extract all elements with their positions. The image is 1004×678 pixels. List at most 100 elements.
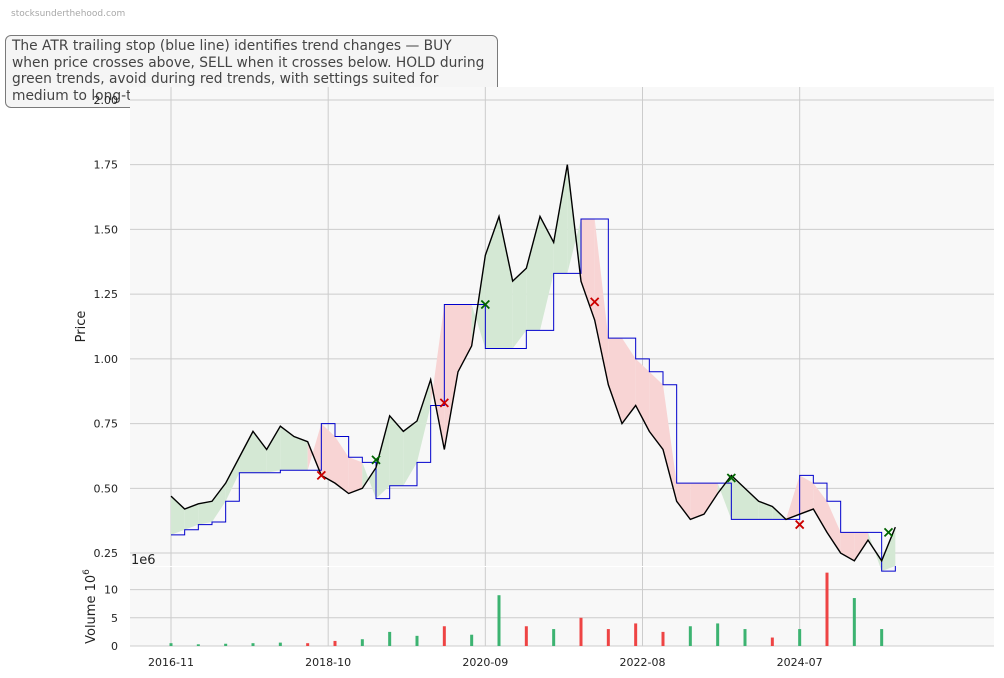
volume-bar [388,631,392,646]
bear-fill-segment [840,532,855,561]
bull-fill-segment [540,216,554,331]
x-tick-label: 2024-07 [777,656,823,669]
bull-fill-segment [717,475,732,520]
sell-signal-marker [316,470,326,481]
volume-bar [716,623,720,646]
bull-fill-segment [280,426,294,471]
volume-axis-label: Volume 106 [82,569,99,644]
bear-fill-segment [690,483,704,520]
bull-fill-segment [266,426,281,473]
volume-offset-label: 1e6 [131,553,156,568]
bull-fill-segment [253,431,267,473]
bear-fill-segment [321,423,335,484]
buy-signal-marker [726,473,736,483]
bear-fill-segment [663,384,677,502]
price-tick-label: 1.00 [94,353,119,366]
volume-bar [552,629,556,646]
bear-fill-segment [458,304,472,372]
bull-fill-segment [225,457,240,502]
volume-bar [196,644,200,646]
volume-bar [524,626,528,646]
watermark-text: stocksunderthehood.com [11,9,126,19]
volume-bar [251,643,255,646]
volume-bar [224,643,228,646]
bear-fill-segment [608,338,622,424]
bull-fill-segment [403,421,417,486]
x-tick-label: 2018-10 [305,656,351,669]
price-tick-label: 0.25 [94,547,119,560]
bear-fill-segment [307,423,322,476]
bear-fill-segment [594,219,609,385]
buy-signal-marker [883,527,894,537]
volume-bar [743,629,747,646]
bear-fill-segment [649,371,663,450]
volume-bar [169,643,173,646]
bull-fill-segment [294,436,308,471]
buy-signal-marker [371,455,381,465]
bull-fill-segment [184,503,199,530]
bull-fill-segment [526,216,540,331]
sell-signal-marker [439,398,449,408]
sell-signal-marker [795,519,805,530]
bull-fill-segment [512,268,527,349]
price-tick-label: 0.50 [94,482,119,495]
volume-bar [688,626,692,646]
bull-fill-segment [499,216,513,349]
volume-tick-label: 0 [111,640,118,653]
volume-bar [333,640,337,646]
bear-fill-segment [786,475,800,520]
bull-fill-segment [212,483,226,522]
bull-fill-segment [731,475,745,520]
bear-fill-segment [635,358,650,432]
volume-bar [606,629,610,646]
volume-bar [360,639,364,646]
price-tick-label: 1.25 [94,288,119,301]
bear-fill-segment [430,304,445,450]
bear-fill-segment [854,532,868,561]
volume-bar [634,623,638,646]
bull-fill-segment [485,216,499,349]
volume-bar [306,643,310,646]
bull-fill-segment [881,527,896,572]
bear-fill-segment [813,483,827,533]
volume-bar [770,637,774,646]
price-axis-label: Price [74,311,89,343]
volume-bar [852,598,856,646]
volume-bar [661,631,665,646]
bull-fill-segment [376,415,390,499]
bear-fill-segment [799,475,814,515]
bull-fill-segment [239,431,253,473]
volume-tick-label: 5 [111,612,118,625]
bear-fill-segment [581,219,595,321]
price-line [170,164,896,563]
price-panel [130,87,994,566]
bear-fill-segment [676,483,691,520]
bull-fill-segment [553,164,568,274]
sell-signal-marker [590,297,600,307]
bull-fill-segment [417,379,431,463]
bear-fill-segment [444,304,458,450]
volume-bar [470,634,474,646]
bear-fill-segment [622,338,636,424]
volume-bar [579,617,583,646]
volume-bar [415,635,419,646]
volume-bar [798,629,802,646]
volume-bar [442,626,446,646]
bear-fill-segment [348,457,363,494]
price-tick-label: 1.50 [94,223,119,236]
x-tick-label: 2016-11 [148,656,194,669]
x-tick-label: 2020-09 [462,656,508,669]
volume-bar [497,595,501,646]
bull-fill-segment [198,501,212,525]
volume-bar [278,642,282,646]
bull-fill-segment [389,415,404,486]
volume-panel [130,567,994,646]
bull-fill-segment [868,532,882,572]
bull-fill-segment [745,488,759,520]
buy-signal-marker [480,299,490,310]
volume-tick-label: 10 [104,584,118,597]
bull-fill-segment [362,462,376,499]
volume-bar [825,572,829,646]
volume-bar [880,629,884,646]
